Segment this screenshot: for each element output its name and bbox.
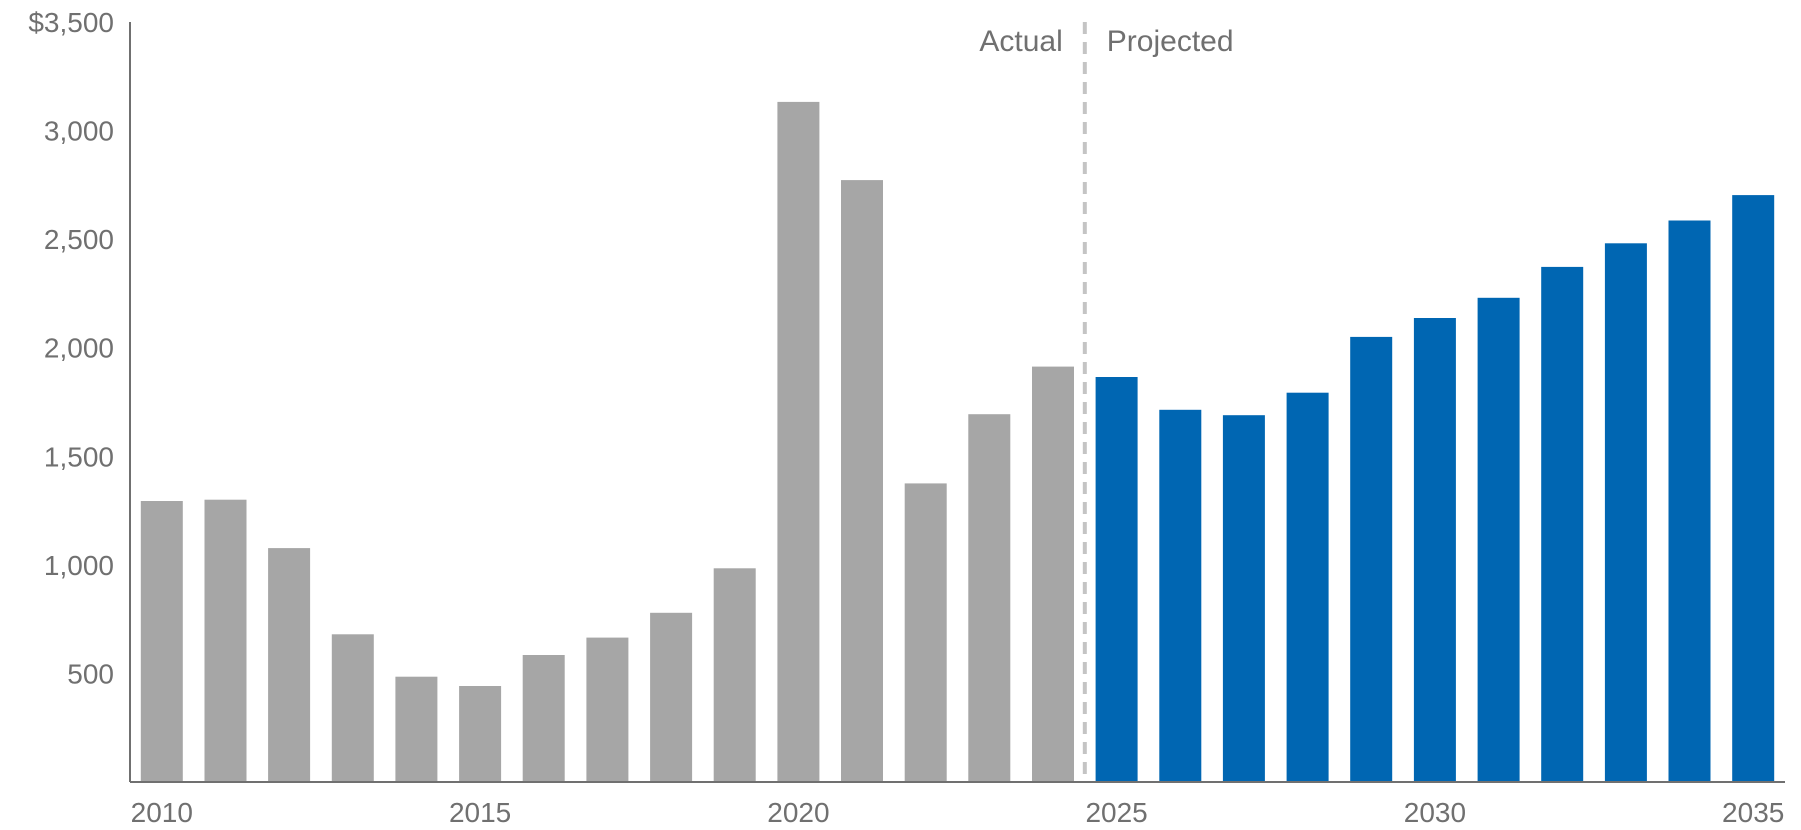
bar-2015	[459, 686, 502, 782]
y-tick-label: $3,500	[28, 7, 114, 38]
bar-2033	[1604, 243, 1647, 783]
y-tick-label: 3,000	[44, 116, 114, 147]
y-tick-label: 1,000	[44, 550, 114, 581]
actual-label: Actual	[979, 25, 1062, 58]
bar-2034	[1668, 220, 1711, 782]
bar-2031	[1477, 297, 1520, 782]
bar-2021	[841, 180, 883, 783]
bar-2016	[522, 655, 565, 782]
x-tick-label: 2010	[131, 797, 193, 828]
bar-2020	[777, 101, 820, 782]
bar-2014	[395, 676, 438, 782]
x-tick-label: 2015	[449, 797, 511, 828]
y-tick-label: 2,500	[44, 224, 114, 255]
x-tick-label: 2025	[1085, 797, 1147, 828]
x-tick-label: 2030	[1404, 797, 1466, 828]
bar-2017	[586, 637, 629, 782]
bar-2022	[904, 483, 947, 782]
bar-2029	[1350, 336, 1393, 782]
y-tick-label: 1,500	[44, 441, 114, 472]
bar-2032	[1541, 266, 1584, 782]
bar-2035	[1732, 195, 1775, 783]
x-axis-ticks: 2010 2015 2020 2025 2030 2035	[131, 797, 1785, 828]
x-tick-label: 2020	[767, 797, 829, 828]
projected-label: Projected	[1107, 25, 1234, 58]
bar-2025	[1095, 377, 1138, 782]
bar-2019	[713, 568, 756, 782]
y-tick-label: 2,000	[44, 333, 114, 364]
bars-group	[140, 101, 1775, 783]
bar-2018	[650, 612, 693, 782]
bar-2012	[268, 548, 311, 782]
bar-2011	[204, 499, 247, 782]
y-axis-ticks: 500 1,000 1,500 2,000 2,500 3,000 $3,500	[28, 7, 114, 689]
bar-2013	[331, 634, 374, 782]
bar-2024	[1032, 366, 1074, 782]
bar-2026	[1159, 409, 1202, 782]
bar-2030	[1413, 318, 1456, 782]
y-tick-label: 500	[67, 658, 114, 689]
bar-2010	[140, 501, 183, 782]
x-tick-label: 2035	[1722, 797, 1784, 828]
bar-2028	[1286, 392, 1329, 782]
bar-2027	[1222, 415, 1265, 782]
bar-2023	[968, 414, 1011, 782]
